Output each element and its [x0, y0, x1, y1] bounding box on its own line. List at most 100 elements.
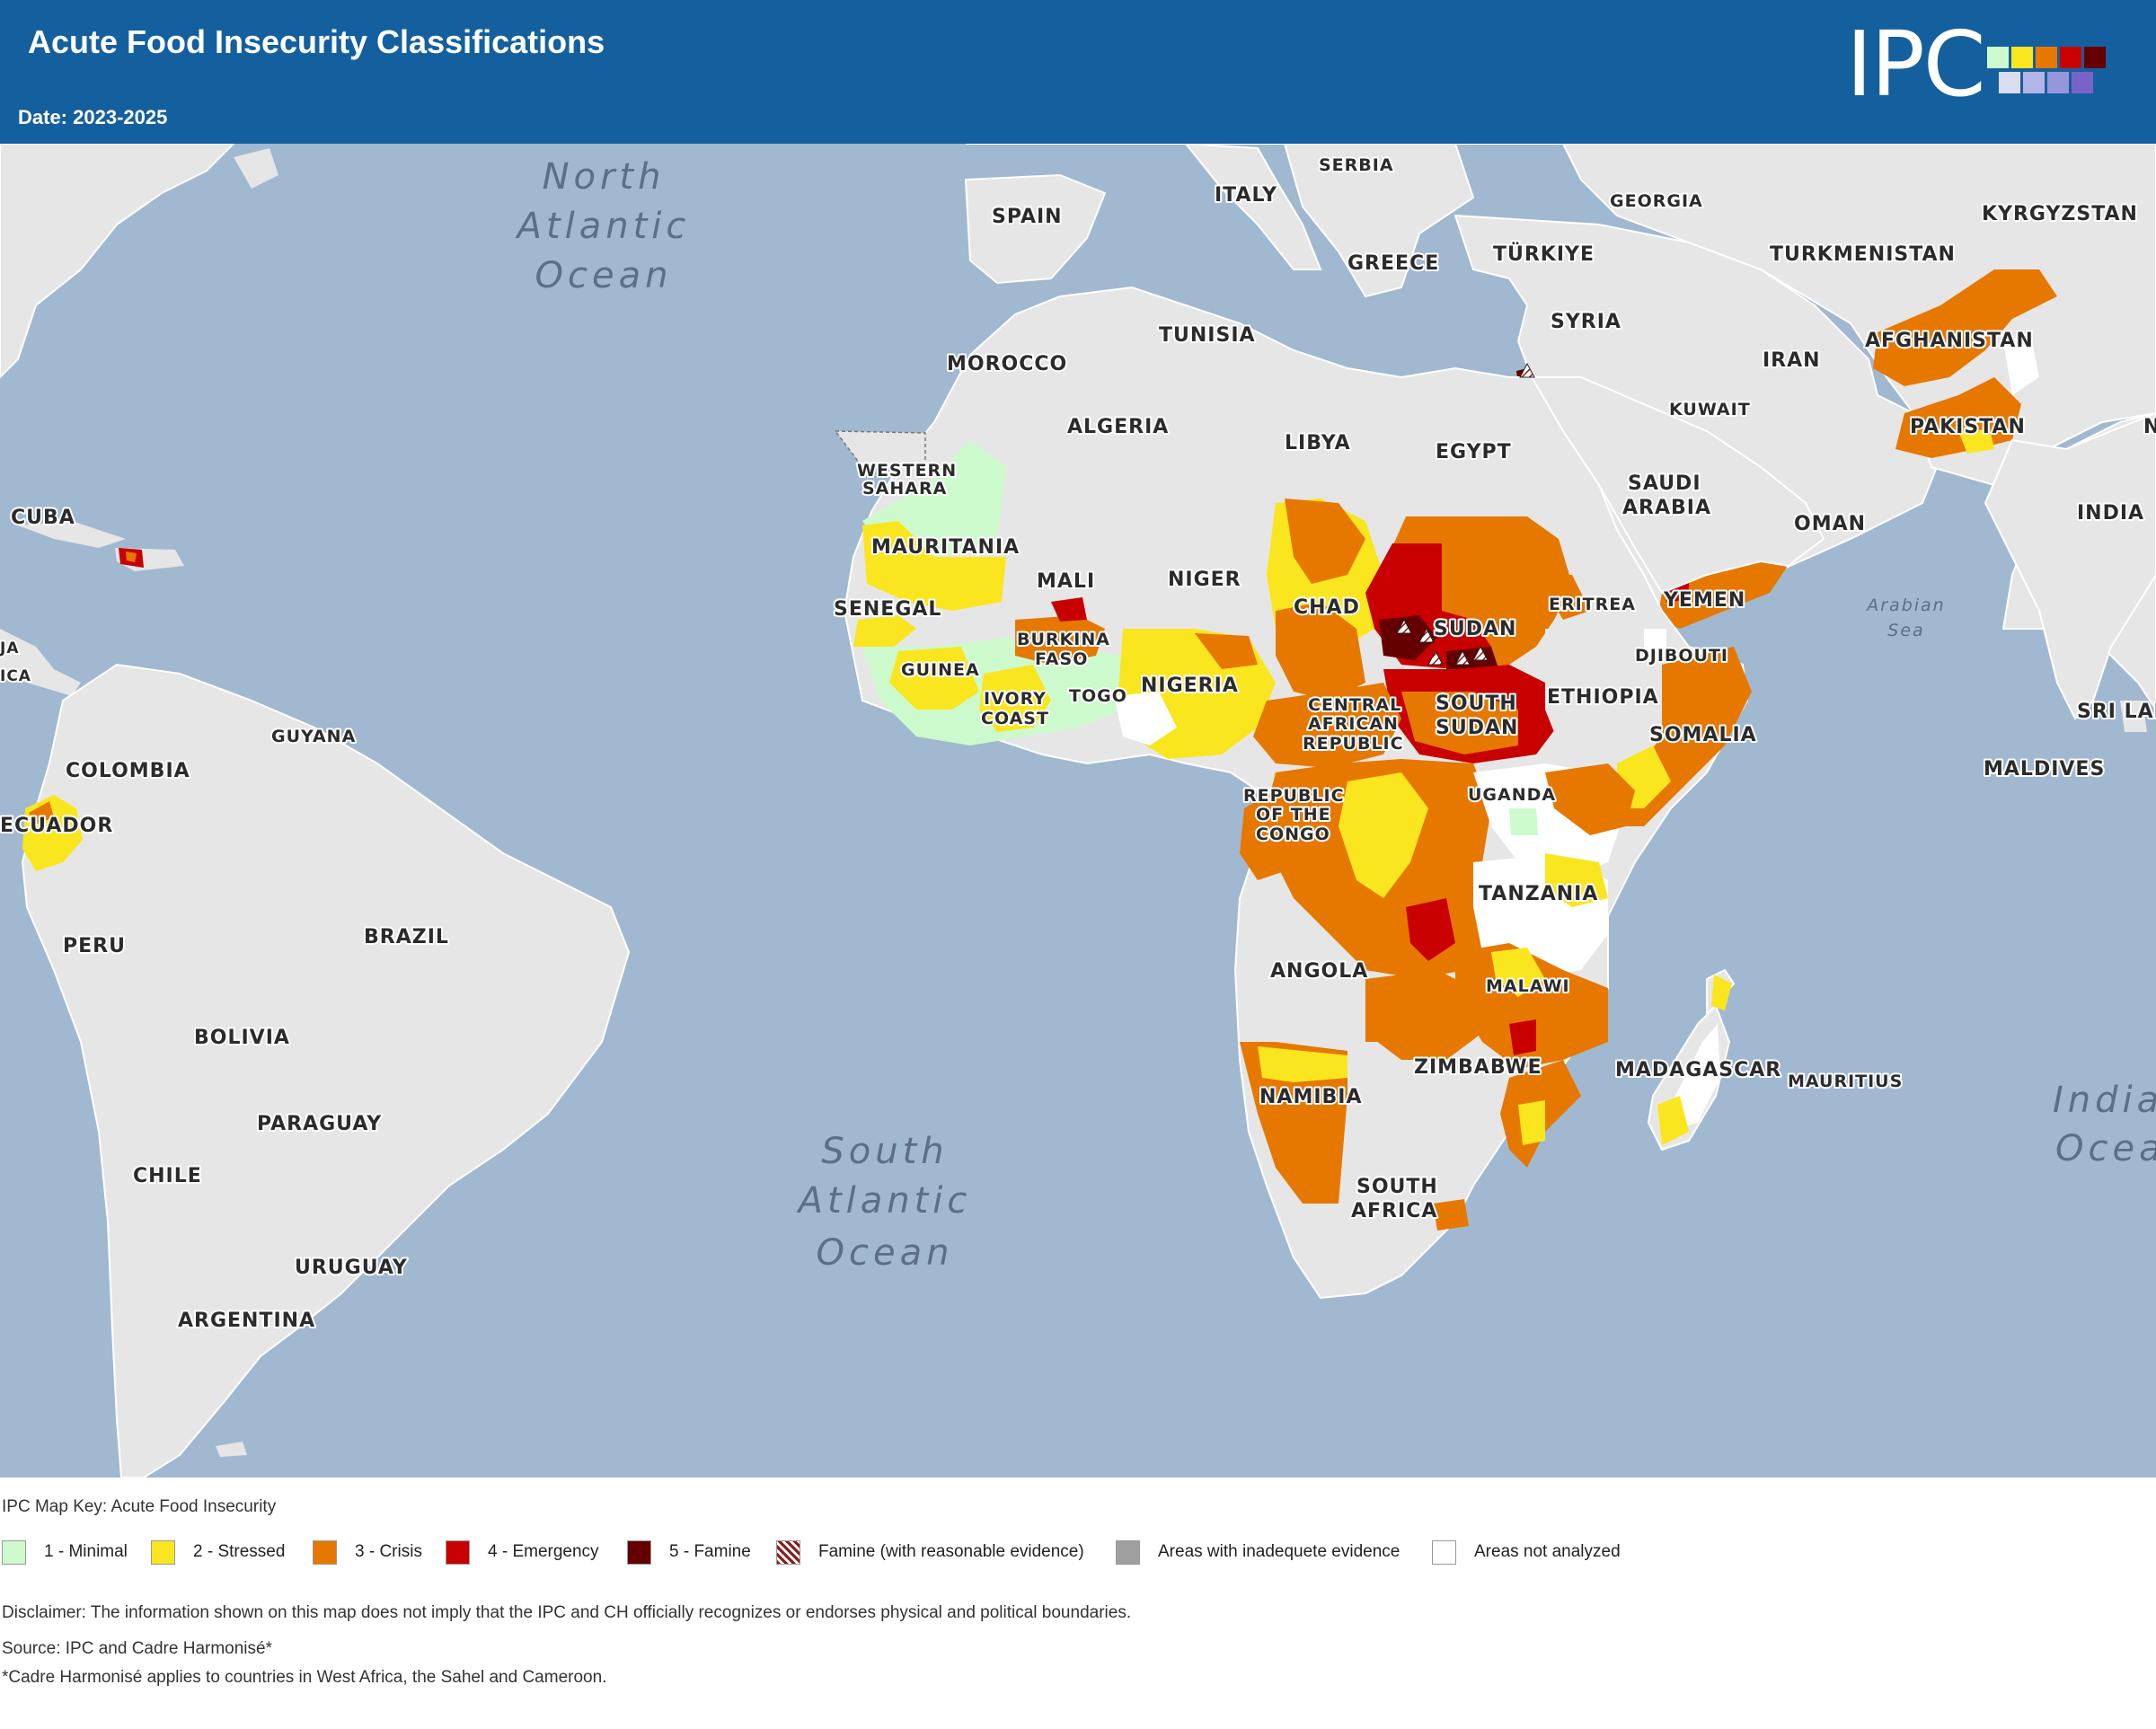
- ipc-logo-square: [2023, 72, 2045, 93]
- legend-label-crisis: 3 - Crisis: [355, 1542, 422, 1561]
- label-india: INDIA: [2077, 502, 2144, 525]
- balkans-landmass: [1283, 144, 1475, 298]
- drc-ipc-area-emergency: [1406, 898, 1455, 961]
- label-saudi-1: SAUDI: [1628, 472, 1701, 495]
- label-oman: OMAN: [1794, 513, 1866, 535]
- sudan-ipc-area-famine: [1379, 615, 1437, 660]
- eritrea-ipc-area: [1536, 575, 1590, 620]
- legend-label-inadequate-evidence: Areas with inadequete evidence: [1158, 1542, 1401, 1561]
- falklands-landmass: [216, 1442, 247, 1457]
- label-chad: CHAD: [1294, 596, 1360, 619]
- indian-ocean-label-2: Ocea: [2055, 1128, 2156, 1169]
- burkina-ipc-area-crisis: [1015, 615, 1105, 665]
- label-tanzania: TANZANIA: [1479, 883, 1598, 905]
- label-namibia: NAMIBIA: [1259, 1086, 1363, 1108]
- chad-ipc-area-crisis: [1285, 498, 1365, 584]
- ipc-logo-square: [2036, 47, 2057, 68]
- label-western-sahara-2: SAHARA: [862, 479, 947, 498]
- mozambique-ipc-area-stressed: [1518, 1100, 1545, 1145]
- label-niger: NIGER: [1168, 569, 1241, 591]
- legend-item-famine: 5 - Famine: [627, 1539, 751, 1566]
- drc-ipc-area-stressed: [1339, 772, 1428, 898]
- header-banner: Acute Food Insecurity Classifications Da…: [0, 0, 2156, 144]
- label-sudan: SUDAN: [1434, 618, 1516, 640]
- ipc-logo-square: [2060, 47, 2081, 68]
- label-tunisia: TUNISIA: [1159, 324, 1256, 347]
- legend-label-emergency: 4 - Emergency: [488, 1542, 599, 1561]
- label-saudi-2: ARABIA: [1622, 497, 1711, 519]
- legend-swatch-famine: [627, 1539, 651, 1565]
- madagascar-ipc-area-stressed: [1657, 1096, 1689, 1145]
- legend-label-famine-reasonable-evidence: Famine (with reasonable evidence): [818, 1542, 1084, 1561]
- label-uganda: UGANDA: [1468, 785, 1556, 805]
- label-eritrea: ERITREA: [1549, 595, 1636, 614]
- ipc-logo-text: IPC: [1846, 12, 1986, 117]
- madagascar-ipc-area-stressed-north: [1711, 975, 1732, 1010]
- legend-label-minimal: 1 - Minimal: [44, 1542, 128, 1561]
- cuba-landmass: [18, 521, 126, 548]
- iberia-landmass: [964, 173, 1107, 285]
- djibouti-not-analyzed: [1644, 629, 1666, 651]
- ipc-logo-square: [2047, 72, 2069, 93]
- label-south-africa-2: AFRICA: [1351, 1200, 1437, 1222]
- label-turkmenistan: TURKMENISTAN: [1770, 243, 1956, 266]
- label-malawi: MALAWI: [1486, 976, 1570, 996]
- label-congo-1: REPUBLIC: [1243, 786, 1345, 806]
- ocean-labels: North Atlantic Ocean South Atlantic Ocea…: [515, 156, 2156, 1274]
- label-ivory-2: COAST: [981, 709, 1049, 728]
- label-turkiye: TÜRKIYE: [1493, 243, 1595, 266]
- legend-swatch-minimal: [2, 1539, 26, 1565]
- label-south-africa-1: SOUTH: [1356, 1176, 1438, 1198]
- label-burkina-1: BURKINA: [1017, 630, 1110, 649]
- italy-landmass: [1184, 144, 1322, 270]
- arabian-sea-label-1: Arabian: [1865, 595, 1945, 615]
- label-brazil: BRAZIL: [364, 926, 449, 948]
- legend-label-stressed: 2 - Stressed: [193, 1542, 286, 1561]
- label-car-3: REPUBLIC: [1303, 734, 1404, 754]
- sri-lanka-landmass: [2120, 701, 2147, 732]
- south-america-landmass: [21, 663, 631, 1478]
- label-georgia: GEORGIA: [1610, 191, 1703, 211]
- label-algeria: ALGERIA: [1067, 416, 1169, 438]
- nigeria-ipc-area-crisis: [1195, 633, 1258, 669]
- label-togo: TOGO: [1069, 686, 1127, 706]
- label-congo-3: CONGO: [1256, 825, 1330, 844]
- label-car-2: AFRICAN: [1308, 714, 1399, 734]
- senegal-ipc-area: [853, 615, 916, 647]
- label-mauritania: MAURITANIA: [871, 536, 1020, 559]
- malawi-ipc-area-stressed: [1491, 948, 1545, 997]
- label-syria: SYRIA: [1551, 311, 1621, 333]
- label-afghanistan: AFGHANISTAN: [1865, 330, 2034, 352]
- namibia-ipc-area-stressed: [1258, 1046, 1348, 1082]
- tanzania-ipc-area-stressed: [1545, 853, 1608, 907]
- legend-item-famine-reasonable-evidence: Famine (with reasonable evidence): [776, 1539, 1084, 1566]
- chad-ipc-area-crisis-south: [1276, 602, 1365, 701]
- congo-ipc-area: [1240, 790, 1294, 880]
- arabian-sea-label-2: Sea: [1887, 621, 1924, 640]
- label-argentina: ARGENTINA: [178, 1310, 315, 1332]
- legend-swatch-emergency: [446, 1539, 470, 1565]
- arabian-peninsula-landmass: [1530, 376, 1825, 595]
- burkina-ipc-area-emergency: [1051, 597, 1087, 622]
- pakistan-ipc-area-stressed: [1958, 429, 1994, 454]
- footnote-text: *Cadre Harmonisé applies to countries in…: [2, 1668, 607, 1687]
- label-guyana: GUYANA: [271, 727, 356, 746]
- ivory-coast-ipc-area-stressed: [979, 665, 1051, 732]
- disclaimer-text: Disclaimer: The information shown on thi…: [2, 1603, 1132, 1622]
- label-kyrgyzstan: KYRGYZSTAN: [1982, 203, 2138, 225]
- legend-title: IPC Map Key: Acute Food Insecurity: [2, 1497, 277, 1516]
- label-cuba: CUBA: [11, 507, 75, 529]
- kenya-ipc-area-crisis: [1545, 763, 1635, 835]
- legend-swatch-stressed: [151, 1539, 175, 1565]
- car-ipc-area-crisis: [1253, 683, 1401, 768]
- malawi-moz-ipc-area: [1455, 943, 1608, 1069]
- label-paraguay: PARAGUAY: [257, 1113, 382, 1135]
- ethiopia-not-analyzed: [1545, 629, 1698, 763]
- label-south-sudan-2: SUDAN: [1436, 717, 1518, 739]
- legend-item-emergency: 4 - Emergency: [446, 1539, 599, 1566]
- label-kuwait: KUWAIT: [1669, 400, 1751, 419]
- label-burkina-2: FASO: [1035, 649, 1088, 669]
- label-ivory-1: IVORY: [984, 689, 1047, 709]
- label-spain: SPAIN: [992, 206, 1063, 228]
- food-insecurity-map[interactable]: North Atlantic Ocean South Atlantic Ocea…: [0, 144, 2156, 1478]
